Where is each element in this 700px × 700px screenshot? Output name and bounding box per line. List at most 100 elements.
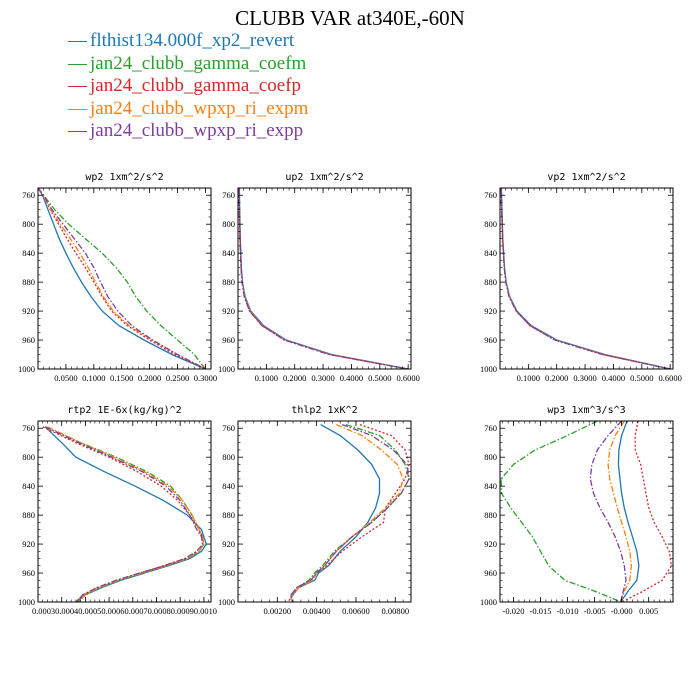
series-group [38, 188, 206, 369]
plot-frame [37, 187, 212, 370]
x-tick-label: 0.6000 [658, 373, 681, 383]
y-tick-label: 880 [484, 277, 497, 287]
series-line [500, 188, 671, 369]
x-tick-label: 0.0500 [54, 373, 77, 383]
series-line [238, 188, 409, 369]
series-line [42, 426, 204, 602]
x-tick-label: 0.2000 [283, 373, 306, 383]
legend-line-icon: — [68, 30, 87, 51]
series-group [42, 426, 208, 602]
y-tick-label: 920 [484, 539, 497, 549]
series-line [238, 188, 409, 369]
panel-title: wp3 1xm^3/s^3 [547, 405, 625, 416]
series-line [500, 421, 622, 602]
legend-label: jan24_clubb_wpxp_ri_expp [90, 120, 304, 141]
x-tick-label: 0.2500 [166, 373, 189, 383]
series-line [44, 426, 205, 602]
y-tick-label: 960 [222, 568, 235, 578]
y-tick-label: 760 [222, 423, 235, 433]
x-tick-label: 0.00200 [264, 606, 292, 616]
chart-panel: wp3 1xm^3/s^3 760 800 840 880 920 960 1000 -0.02… [480, 405, 674, 616]
legend-entry: — jan24_clubb_wpxp_ri_expp [68, 120, 308, 143]
x-tick-label: -0.005 [584, 606, 606, 616]
series-line [38, 188, 206, 369]
y-tick-label: 760 [484, 423, 497, 433]
y-tick-label: 960 [22, 335, 35, 345]
x-tick-label: -0.020 [503, 606, 525, 616]
y-tick-label: 1000 [480, 364, 497, 374]
x-tick-label: 0.1500 [110, 373, 133, 383]
x-tick-label: -0.015 [530, 606, 552, 616]
y-tick-label: 880 [222, 510, 235, 520]
series-line [290, 423, 410, 602]
y-tick-label: 920 [22, 539, 35, 549]
y-tick-label: 1000 [218, 597, 235, 607]
y-tick-label: 840 [22, 481, 35, 491]
y-tick-label: 920 [484, 306, 497, 316]
y-tick-label: 960 [484, 568, 497, 578]
panel-title: up2 1xm^2/s^2 [285, 172, 363, 183]
y-tick-label: 840 [484, 248, 497, 258]
y-tick-label: 920 [222, 539, 235, 549]
series-line [38, 188, 206, 369]
series-line [500, 188, 671, 369]
x-tick-label: 0.3000 [311, 373, 334, 383]
panel-title: vp2 1xm^2/s^2 [547, 172, 625, 183]
y-tick-label: 840 [484, 481, 497, 491]
series-group [500, 421, 673, 602]
series-line [286, 423, 410, 602]
series-line [38, 188, 206, 369]
y-tick-label: 760 [22, 423, 35, 433]
y-tick-label: 880 [484, 510, 497, 520]
y-tick-label: 1000 [18, 364, 35, 374]
legend-line-icon: — [68, 97, 87, 119]
legend-label: flthist134.000f_xp2_revert [90, 30, 295, 51]
series-line [238, 188, 409, 369]
y-tick-label: 920 [222, 306, 235, 316]
y-tick-label: 1000 [480, 597, 497, 607]
legend-entry: — jan24_clubb_gamma_coefm [68, 53, 308, 76]
series-line [621, 421, 673, 602]
plot-frame [37, 420, 212, 603]
series-group [500, 188, 671, 369]
y-tick-label: 840 [22, 248, 35, 258]
y-tick-label: 800 [484, 452, 497, 462]
x-tick-label: 0.6000 [396, 373, 419, 383]
chart-panel: rtp2 1E-6x(kg/kg)^2 760 800 840 880 920 960 100… [18, 405, 217, 616]
plot-frame [499, 420, 674, 603]
chart-panel: thlp2 1xK^2 760 800 840 880 920 960 1000 0.00200… [218, 405, 412, 616]
series-line [500, 188, 671, 369]
series-line [617, 421, 640, 602]
chart-panel: vp2 1xm^2/s^2 760 800 840 880 920 960 1000 0.100… [480, 172, 682, 383]
x-tick-label: 0.1000 [517, 373, 540, 383]
series-line [290, 423, 410, 602]
x-tick-label: -0.000 [611, 606, 633, 616]
x-tick-label: -0.010 [557, 606, 579, 616]
x-tick-label: 0.00600 [342, 606, 370, 616]
y-tick-label: 960 [222, 335, 235, 345]
panel-title: rtp2 1E-6x(kg/kg)^2 [67, 405, 181, 416]
y-tick-label: 760 [222, 190, 235, 200]
y-tick-label: 880 [22, 277, 35, 287]
plot-frame [499, 187, 674, 370]
legend-label: jan24_clubb_gamma_coefm [90, 52, 307, 74]
y-tick-label: 1000 [218, 364, 235, 374]
chart-panel: wp2 1xm^2/s^2 760 800 840 880 920 960 1000 0.050… [18, 172, 217, 383]
legend-entry: — jan24_clubb_gamma_coefp [68, 75, 308, 98]
legend-line-icon: — [68, 52, 87, 74]
series-line [47, 426, 205, 602]
legend-line-icon: — [68, 75, 87, 96]
y-tick-label: 880 [22, 510, 35, 520]
series-group [286, 423, 410, 602]
x-tick-label: 0.4000 [340, 373, 363, 383]
series-line [238, 188, 409, 369]
x-tick-label: 0.1000 [255, 373, 278, 383]
x-tick-label: 0.3000 [573, 373, 596, 383]
x-tick-label: 0.2000 [138, 373, 161, 383]
plot-frame [237, 187, 412, 370]
y-tick-label: 960 [484, 335, 497, 345]
panel-title: wp2 1xm^2/s^2 [85, 172, 163, 183]
series-group [238, 188, 409, 369]
legend-line-icon: — [68, 120, 87, 141]
